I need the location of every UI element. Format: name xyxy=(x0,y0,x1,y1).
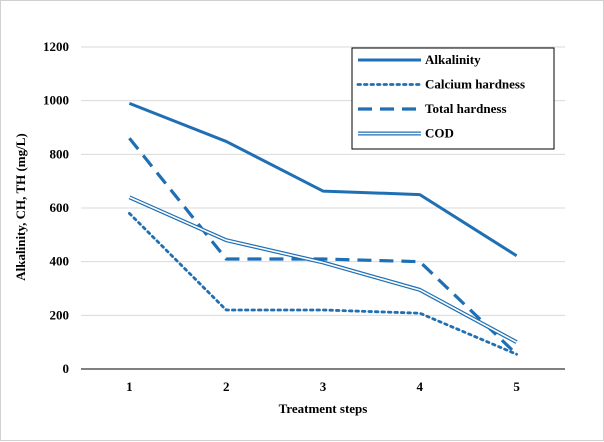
x-tick-label: 3 xyxy=(320,379,327,394)
legend-label: Alkalinity xyxy=(425,52,481,67)
y-tick-label: 1200 xyxy=(43,39,69,54)
series-line-inner xyxy=(129,196,517,343)
legend-label: COD xyxy=(425,126,454,141)
legend: Alkalinity Calcium hardness Total hardness… xyxy=(351,47,555,150)
legend-label: Total hardness xyxy=(425,101,507,116)
series-line xyxy=(127,211,518,356)
y-tick-label: 0 xyxy=(63,361,70,376)
y-tick-label: 1000 xyxy=(43,93,69,108)
x-tick-label: 1 xyxy=(126,379,133,394)
series-line xyxy=(128,137,518,356)
x-tick-label: 5 xyxy=(513,379,520,394)
series-total-hardness xyxy=(128,137,518,356)
x-tick-label: 4 xyxy=(417,379,424,394)
x-tick-label: 2 xyxy=(223,379,230,394)
y-tick-label: 800 xyxy=(50,146,70,161)
legend-item: Alkalinity xyxy=(358,52,481,67)
series-cod xyxy=(128,195,518,344)
series-alkalinity xyxy=(128,101,518,258)
x-axis-title: Treatment steps xyxy=(279,401,368,416)
y-axis-title: Alkalinity, CH, TH (mg/L) xyxy=(13,133,28,280)
y-tick-label: 600 xyxy=(50,200,70,215)
series-calcium-hardness xyxy=(127,211,518,356)
legend-label: Calcium hardness xyxy=(425,77,525,92)
legend-item: Calcium hardness xyxy=(356,77,525,92)
y-tick-label: 200 xyxy=(50,307,70,322)
y-tick-label: 400 xyxy=(50,254,70,269)
legend-item: Total hardness xyxy=(358,101,507,116)
series-line xyxy=(128,101,518,258)
legend-item: COD xyxy=(358,126,454,141)
